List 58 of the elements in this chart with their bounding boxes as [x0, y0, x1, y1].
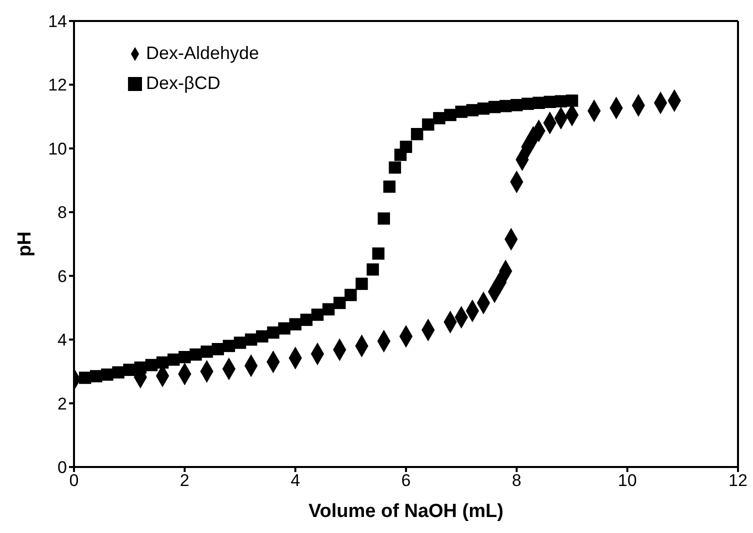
point — [78, 372, 92, 384]
point — [466, 104, 479, 116]
point — [378, 212, 390, 225]
point — [234, 336, 246, 349]
x-tick-label: 6 — [401, 471, 411, 490]
point — [410, 128, 424, 140]
point — [311, 308, 324, 321]
point — [278, 322, 290, 335]
point — [167, 354, 180, 366]
point — [123, 364, 136, 376]
y-tick-label: 0 — [58, 458, 67, 478]
point — [422, 118, 434, 131]
point — [322, 303, 335, 316]
point — [156, 356, 169, 369]
point — [190, 348, 202, 361]
x-axis-title: Volume of NaOH (mL) — [308, 501, 504, 522]
point — [112, 366, 124, 379]
y-tick-label: 8 — [58, 203, 67, 222]
y-tick-label: 10 — [48, 139, 67, 158]
y-axis-title: pH — [14, 231, 36, 257]
y-tick-label: 6 — [58, 266, 67, 286]
point — [433, 112, 446, 124]
point — [200, 346, 213, 358]
point — [244, 333, 258, 346]
x-tick-label: 2 — [180, 471, 190, 490]
point — [388, 161, 402, 174]
point — [455, 106, 468, 118]
point — [356, 278, 368, 290]
point — [134, 361, 147, 374]
point — [400, 140, 412, 153]
point — [267, 326, 280, 339]
legend-label: Dex-βCD — [146, 73, 220, 93]
point — [566, 94, 578, 107]
x-tick-label: 8 — [512, 471, 522, 490]
point — [289, 318, 302, 330]
point — [101, 368, 114, 381]
x-tick-label: 12 — [728, 471, 748, 490]
point — [300, 314, 313, 326]
y-tick-label: 14 — [48, 12, 67, 32]
point — [333, 296, 346, 310]
point — [366, 263, 379, 276]
point — [554, 95, 568, 108]
point — [178, 350, 191, 364]
legend-label: Dex-Aldehyde — [146, 43, 260, 63]
point — [212, 343, 224, 356]
point — [372, 247, 384, 260]
point — [344, 288, 357, 302]
point — [222, 340, 236, 352]
y-tick-label: 12 — [48, 76, 67, 95]
point — [544, 96, 556, 108]
x-tick-label: 4 — [290, 471, 300, 490]
point — [444, 108, 456, 122]
point — [256, 330, 268, 343]
point — [383, 180, 396, 193]
x-tick-label: 10 — [618, 471, 637, 490]
y-tick-label: 4 — [58, 330, 67, 350]
point — [145, 358, 158, 372]
y-tick-label: 2 — [58, 394, 67, 414]
